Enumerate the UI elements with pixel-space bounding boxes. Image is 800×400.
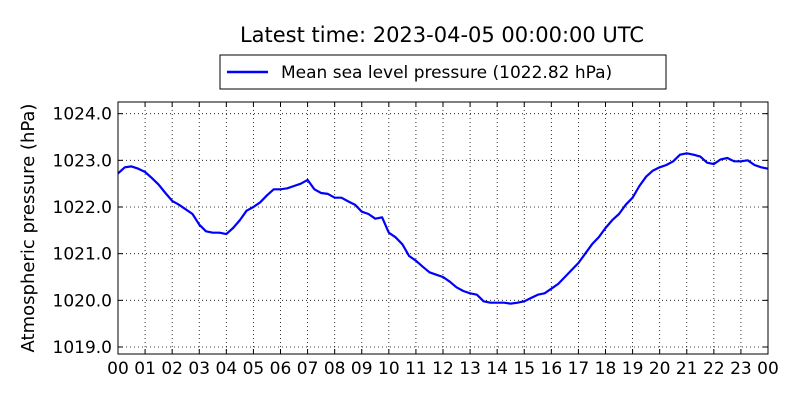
x-tick-label: 20 [649,359,671,379]
legend-label: Mean sea level pressure (1022.82 hPa) [281,63,612,83]
y-tick-label: 1023.0 [53,151,112,171]
x-tick-label: 17 [568,359,590,379]
y-tick-label: 1021.0 [53,245,112,265]
x-tick-label: 18 [595,359,617,379]
y-axis-label: Atmospheric pressure (hPa) [18,104,39,353]
legend: Mean sea level pressure (1022.82 hPa) [219,54,667,90]
y-tick-label: 1022.0 [53,198,112,218]
chart-title: Latest time: 2023-04-05 00:00:00 UTC [240,23,644,47]
x-tick-label: 04 [216,359,238,379]
x-tick-label: 11 [405,359,427,379]
x-tick-label: 03 [188,359,210,379]
x-tick-label: 22 [703,359,725,379]
x-tick-label: 16 [541,359,563,379]
legend-box [219,54,667,90]
x-tick-label: 06 [270,359,292,379]
x-tick-label: 05 [243,359,265,379]
series-layer [117,152,769,305]
x-tick-label: 00 [107,359,129,379]
x-tick-label: 00 [757,359,779,379]
x-tick-label: 14 [486,359,508,379]
x-tick-label: 10 [378,359,400,379]
y-tick-label: 1024.0 [53,105,112,125]
y-tick-label: 1020.0 [53,291,112,311]
y-tick-label: 1019.0 [53,338,112,358]
x-axis-ticks: 00 01 02 03 04 05 06 07 08 09 10 11 12 13 14 15 16 17 18 19… [107,102,779,379]
x-tick-label: 01 [134,359,156,379]
plot-frame [117,101,769,355]
x-tick-label: 21 [676,359,698,379]
x-tick-label: 13 [459,359,481,379]
x-tick-label: 19 [622,359,644,379]
x-tick-label: 07 [297,359,319,379]
x-tick-label: 12 [432,359,454,379]
x-tick-label: 23 [730,359,752,379]
x-tick-label: 09 [351,359,373,379]
x-tick-label: 02 [161,359,183,379]
x-tick-label: 15 [513,359,535,379]
grid [117,102,769,354]
series-line [117,152,769,305]
y-axis-ticks: 1019.0 1020.0 1021.0 1022.0 1023.0 1024.0 [53,105,768,358]
x-tick-label: 08 [324,359,346,379]
